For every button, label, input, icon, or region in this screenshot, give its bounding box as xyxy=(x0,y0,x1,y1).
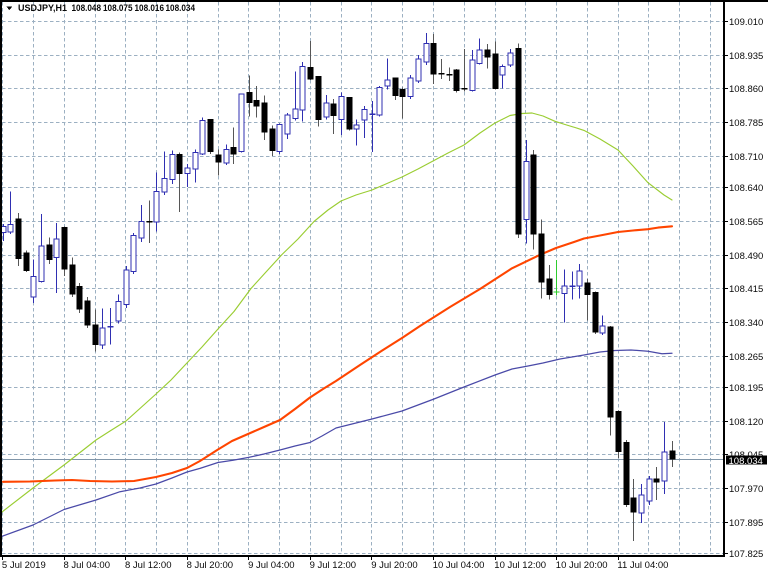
svg-text:9 Jul 12:00: 9 Jul 12:00 xyxy=(310,560,356,571)
svg-text:8 Jul 20:00: 8 Jul 20:00 xyxy=(187,560,233,571)
svg-text:108.860: 108.860 xyxy=(729,84,763,95)
svg-text:10 Jul 20:00: 10 Jul 20:00 xyxy=(556,560,608,571)
svg-text:108.785: 108.785 xyxy=(729,118,763,129)
svg-text:108.195: 108.195 xyxy=(729,383,763,394)
svg-text:108.048: 108.048 xyxy=(72,3,102,13)
svg-text:108.034: 108.034 xyxy=(729,456,763,467)
svg-text:USDJPY,H1: USDJPY,H1 xyxy=(18,3,67,13)
svg-text:108.710: 108.710 xyxy=(729,152,763,163)
svg-text:109.010: 109.010 xyxy=(729,17,763,28)
svg-text:9 Jul 04:00: 9 Jul 04:00 xyxy=(248,560,294,571)
svg-text:11 Jul 04:00: 11 Jul 04:00 xyxy=(617,560,668,571)
svg-text:8 Jul 12:00: 8 Jul 12:00 xyxy=(125,560,171,571)
svg-text:108.075: 108.075 xyxy=(103,3,133,13)
svg-text:5 Jul 2019: 5 Jul 2019 xyxy=(2,560,46,571)
svg-text:108.340: 108.340 xyxy=(729,318,763,329)
svg-text:108.120: 108.120 xyxy=(729,417,763,428)
svg-text:108.640: 108.640 xyxy=(729,183,763,194)
svg-text:10 Jul 04:00: 10 Jul 04:00 xyxy=(433,560,485,571)
svg-text:108.935: 108.935 xyxy=(729,51,763,62)
svg-text:10 Jul 12:00: 10 Jul 12:00 xyxy=(494,560,546,571)
svg-text:108.034: 108.034 xyxy=(166,3,196,13)
svg-text:108.016: 108.016 xyxy=(135,3,165,13)
svg-text:108.565: 108.565 xyxy=(729,217,763,228)
svg-text:108.490: 108.490 xyxy=(729,251,763,262)
svg-text:8 Jul 04:00: 8 Jul 04:00 xyxy=(64,560,110,571)
svg-text:108.265: 108.265 xyxy=(729,352,763,363)
svg-text:107.970: 107.970 xyxy=(729,484,763,495)
svg-text:9 Jul 20:00: 9 Jul 20:00 xyxy=(371,560,417,571)
svg-text:107.825: 107.825 xyxy=(729,549,763,560)
svg-text:108.415: 108.415 xyxy=(729,284,763,295)
svg-text:107.895: 107.895 xyxy=(729,518,763,529)
